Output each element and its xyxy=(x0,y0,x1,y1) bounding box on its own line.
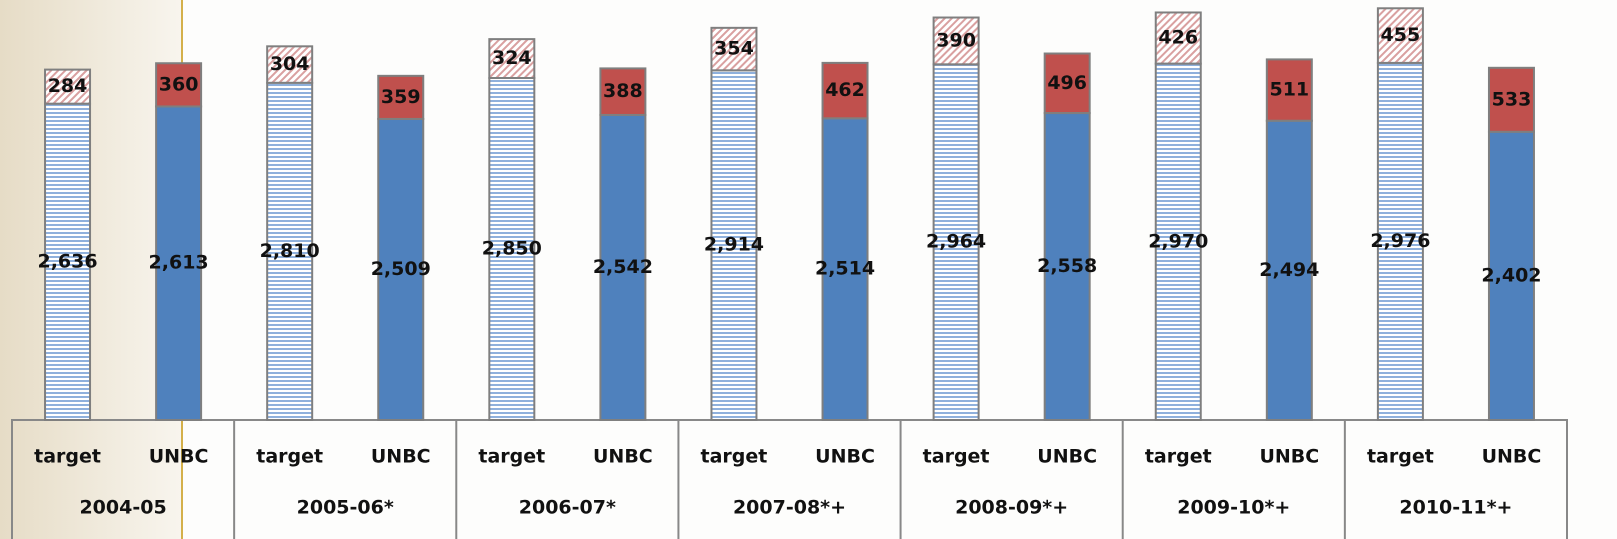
bar-segment xyxy=(155,105,203,421)
x-tick-label: target xyxy=(256,446,323,468)
data-label: 2,494 xyxy=(1259,259,1319,281)
data-label: 2,850 xyxy=(482,238,542,260)
bar-segment xyxy=(44,68,92,105)
x-tick-label: UNBC xyxy=(149,446,209,468)
x-tick-label: target xyxy=(478,446,545,468)
data-label: 2,514 xyxy=(815,258,875,280)
data-label: 2,558 xyxy=(1037,255,1097,277)
x-tick-label: UNBC xyxy=(815,446,875,468)
data-label: 390 xyxy=(936,29,976,51)
data-label: 2,970 xyxy=(1148,230,1208,252)
data-label: 2,636 xyxy=(37,250,97,272)
bar-segment xyxy=(599,113,647,422)
group-label: 2006-07* xyxy=(519,497,616,519)
data-label: 462 xyxy=(825,79,865,101)
bar-segment xyxy=(1376,7,1424,64)
x-tick-label: UNBC xyxy=(1482,446,1542,468)
bar-segment xyxy=(488,38,536,79)
data-label: 360 xyxy=(159,73,199,95)
category-axis-box xyxy=(11,419,1568,539)
group-label: 2008-09*+ xyxy=(955,497,1068,519)
x-tick-label: UNBC xyxy=(593,446,653,468)
data-label: 2,914 xyxy=(704,234,764,256)
data-label: 2,542 xyxy=(593,256,653,278)
bar-segment xyxy=(1265,58,1313,122)
x-tick-label: UNBC xyxy=(371,446,431,468)
bar-segment xyxy=(266,45,314,84)
group-label: 2004-05 xyxy=(79,497,166,519)
data-label: 284 xyxy=(48,75,88,97)
bar-segment xyxy=(710,69,758,421)
bar-segment xyxy=(488,77,536,421)
x-tick-label: target xyxy=(1367,446,1434,468)
data-label: 2,964 xyxy=(926,231,986,253)
data-label: 354 xyxy=(714,38,754,60)
x-tick-label: target xyxy=(701,446,768,468)
bar-segment xyxy=(1265,119,1313,421)
data-label: 324 xyxy=(492,47,532,69)
group-label: 2007-08*+ xyxy=(733,497,846,519)
data-label: 2,613 xyxy=(149,252,209,274)
data-label: 533 xyxy=(1492,88,1532,110)
bar-segment xyxy=(1487,130,1535,421)
bar-segment xyxy=(1043,52,1091,115)
x-tick-label: UNBC xyxy=(1259,446,1319,468)
data-label: 2,402 xyxy=(1481,264,1541,286)
data-label: 2,810 xyxy=(260,240,320,262)
data-label: 2,976 xyxy=(1370,230,1430,252)
bar-segment xyxy=(1487,66,1535,133)
bar-segment xyxy=(932,63,980,421)
data-label: 496 xyxy=(1047,72,1087,94)
bar-segment xyxy=(932,16,980,66)
x-tick-label: target xyxy=(34,446,101,468)
group-label: 2005-06* xyxy=(297,497,394,519)
data-label: 2,509 xyxy=(371,258,431,280)
bar-segment xyxy=(377,74,425,120)
data-label: 511 xyxy=(1269,79,1309,101)
bar-segment xyxy=(266,81,314,422)
bar-segment xyxy=(155,62,203,108)
x-tick-label: target xyxy=(923,446,990,468)
bar-segment xyxy=(377,117,425,421)
data-label: 455 xyxy=(1381,24,1421,46)
group-label: 2010-11*+ xyxy=(1399,497,1512,519)
bar-segment xyxy=(1154,11,1202,65)
bar-segment xyxy=(599,67,647,116)
bar-segment xyxy=(710,26,758,72)
data-label: 304 xyxy=(270,53,310,75)
bar-segment xyxy=(1376,61,1424,421)
data-label: 359 xyxy=(381,86,421,108)
x-tick-label: target xyxy=(1145,446,1212,468)
data-label: 426 xyxy=(1158,27,1198,49)
bar-segment xyxy=(821,61,869,120)
x-tick-label: UNBC xyxy=(1037,446,1097,468)
data-label: 388 xyxy=(603,80,643,102)
group-label: 2009-10*+ xyxy=(1177,497,1290,519)
